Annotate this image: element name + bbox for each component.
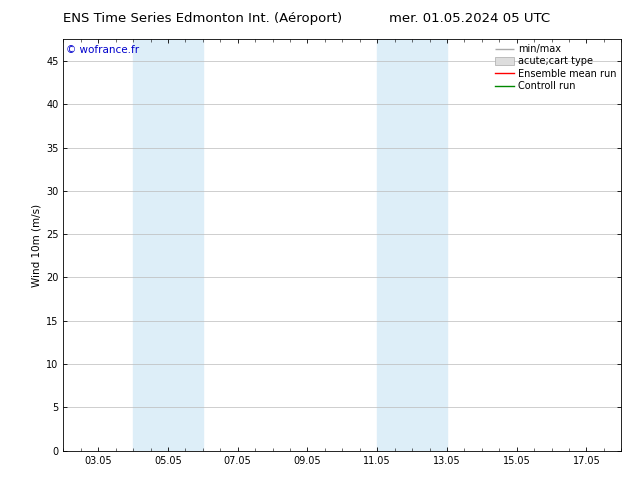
Bar (133, 39, 203, 451)
Text: © wofrance.fr: © wofrance.fr (66, 46, 139, 55)
Text: mer. 01.05.2024 05 UTC: mer. 01.05.2024 05 UTC (389, 12, 550, 25)
Bar (377, 39, 447, 451)
Legend: min/max, acute;cart type, Ensemble mean run, Controll run: min/max, acute;cart type, Ensemble mean … (493, 42, 618, 93)
Text: ENS Time Series Edmonton Int. (Aéroport): ENS Time Series Edmonton Int. (Aéroport) (63, 12, 342, 25)
Y-axis label: Wind 10m (m/s): Wind 10m (m/s) (32, 203, 42, 287)
